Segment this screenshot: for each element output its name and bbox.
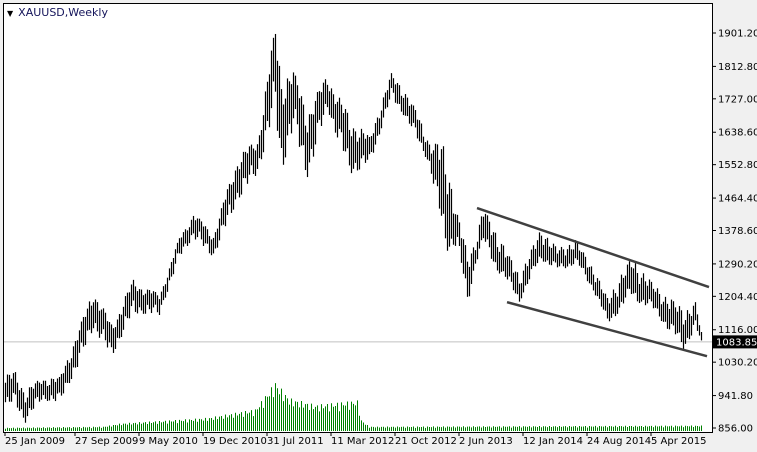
time-tick-label: 31 Jul 2011 <box>267 436 324 447</box>
plot-background <box>4 4 712 432</box>
price-tick-label: 1030.20 <box>718 358 757 369</box>
price-tick-label: 856.00 <box>718 424 753 435</box>
price-tick-label: 1204.40 <box>718 292 757 303</box>
time-tick-label: 9 May 2010 <box>139 436 198 447</box>
volume-bars <box>5 383 702 431</box>
time-tick-label: 12 Jan 2014 <box>523 436 583 447</box>
channel-upper-line <box>476 206 710 289</box>
price-axis[interactable]: 1901.20 1812.80 1727.00 1638.60 1552.80 1464.… <box>712 28 757 435</box>
time-tick-label: 19 Dec 2010 <box>203 436 267 447</box>
price-tick-label: 1116.00 <box>718 325 757 336</box>
channel-lower-line <box>506 300 708 358</box>
plot-frame <box>3 3 713 433</box>
current-price-box <box>713 335 757 349</box>
time-axis[interactable]: 25 Jan 2009 27 Sep 2009 9 May 2010 19 Dec 2… <box>4 432 706 447</box>
time-tick-label: 21 Oct 2012 <box>395 436 457 447</box>
time-tick-label: 27 Sep 2009 <box>75 436 138 447</box>
time-tick-label: 11 Mar 2012 <box>331 436 394 447</box>
price-tick-label: 1464.40 <box>718 194 757 205</box>
channel-lines[interactable] <box>476 206 710 358</box>
time-tick-label: 25 Jan 2009 <box>5 436 65 447</box>
price-tick-label: 1378.60 <box>718 226 757 237</box>
price-tick-label: 1552.80 <box>718 160 757 171</box>
price-tick-label: 1812.80 <box>718 62 757 73</box>
symbol-timeframe: XAUUSD,Weekly <box>18 6 108 19</box>
time-tick-label: 2 Jun 2013 <box>459 436 513 447</box>
price-tick-label: 1901.20 <box>718 28 757 39</box>
price-tick-label: 941.80 <box>718 391 753 402</box>
price-tick-label: 1638.60 <box>718 128 757 139</box>
current-price-value: 1083.85 <box>716 337 757 348</box>
time-tick-label: 5 Apr 2015 <box>651 436 706 447</box>
current-price-label: 1083.85 <box>713 335 757 349</box>
triangle-down-icon[interactable]: ▼ <box>7 9 14 18</box>
price-bars <box>4 33 703 423</box>
chart-title: ▼ XAUUSD,Weekly <box>7 6 108 19</box>
time-tick-label: 24 Aug 2014 <box>587 436 651 447</box>
price-tick-label: 1727.00 <box>718 94 757 105</box>
price-tick-label: 1290.20 <box>718 259 757 270</box>
